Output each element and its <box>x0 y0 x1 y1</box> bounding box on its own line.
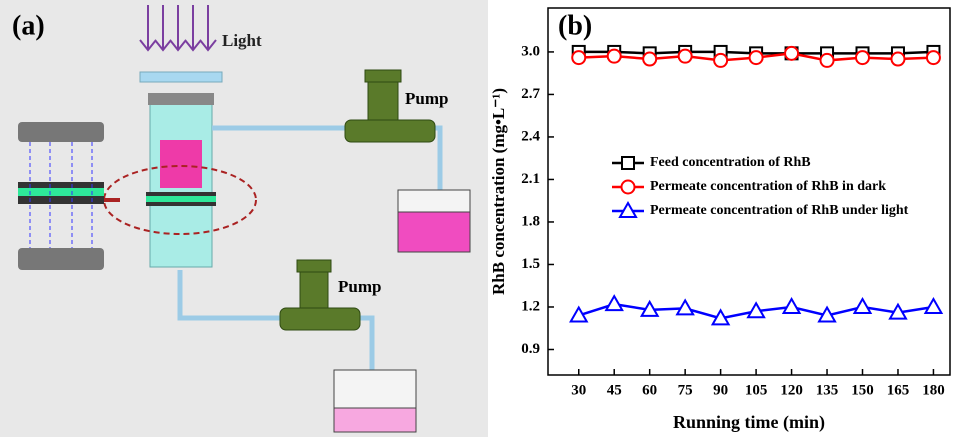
panel-label: (b) <box>558 10 592 41</box>
x-tick-label: 45 <box>607 382 622 398</box>
y-tick-label: 1.8 <box>521 213 540 229</box>
marker <box>746 301 766 319</box>
marker <box>675 298 695 316</box>
marker <box>819 52 835 68</box>
beaker-top <box>397 189 471 213</box>
panel-label: (a) <box>12 10 45 41</box>
light-label: Light <box>222 31 262 50</box>
y-tick-label: 2.7 <box>521 86 540 102</box>
light-filter <box>139 71 223 83</box>
marker <box>925 50 941 66</box>
marker <box>748 50 764 66</box>
x-tick-label: 105 <box>745 382 768 398</box>
marker <box>639 299 660 317</box>
marker <box>710 308 731 326</box>
membrane <box>146 196 216 202</box>
x-tick-label: 150 <box>851 382 874 398</box>
x-tick-label: 90 <box>713 382 728 398</box>
highlight <box>103 165 257 235</box>
pump-label: Pump <box>405 89 448 108</box>
x-tick-label: 165 <box>887 382 910 398</box>
solution <box>160 140 202 188</box>
marker <box>781 296 802 314</box>
legend-marker <box>620 179 636 195</box>
marker <box>923 296 944 314</box>
marker <box>890 51 906 67</box>
y-tick-label: 2.4 <box>521 128 540 144</box>
marker <box>604 294 624 312</box>
x-tick-label: 120 <box>780 382 803 398</box>
marker <box>606 48 622 64</box>
legend-label: Feed concentration of RhB <box>650 155 811 170</box>
y-tick-label: 3.0 <box>521 43 540 59</box>
marker <box>784 45 800 61</box>
y-tick-label: 1.5 <box>521 256 540 272</box>
legend-label: Permeate concentration of RhB under ligh… <box>650 203 909 218</box>
x-tick-label: 30 <box>571 382 586 398</box>
legend-marker <box>618 200 638 218</box>
membrane-module <box>18 122 104 270</box>
y-tick-label: 2.1 <box>521 171 540 187</box>
diagram: (a) Light Pump Pump <box>0 0 488 437</box>
x-tick-label: 60 <box>642 382 657 398</box>
plot-frame <box>547 7 951 376</box>
x-tick-label: 135 <box>816 382 839 398</box>
marker <box>571 50 587 66</box>
y-axis-title: RhB concentration (mg•L⁻¹) <box>489 88 508 295</box>
marker <box>677 48 693 64</box>
marker <box>642 51 658 67</box>
y-tick-label: 0.9 <box>521 341 540 357</box>
x-axis-title: Running time (min) <box>673 412 825 433</box>
marker <box>888 302 908 320</box>
y-tick-label: 1.2 <box>521 298 540 314</box>
legend-marker <box>621 156 635 170</box>
x-tick-label: 75 <box>678 382 693 398</box>
legend-label: Permeate concentration of RhB in dark <box>650 179 886 194</box>
pumps <box>279 69 436 331</box>
light-arrows <box>139 5 217 52</box>
marker <box>569 305 589 323</box>
marker <box>713 52 729 68</box>
x-tick-label: 180 <box>922 382 945 398</box>
marker <box>852 296 873 314</box>
marker <box>855 50 871 66</box>
chart: 0.9 1.2 1.5 1.8 2.1 2.4 2.7 3.0 30 45 60 75 90 105 120… <box>489 7 951 433</box>
marker <box>817 305 837 323</box>
pump-label: Pump <box>338 277 381 296</box>
beaker-top <box>333 369 417 409</box>
reactor-cap <box>148 93 214 105</box>
